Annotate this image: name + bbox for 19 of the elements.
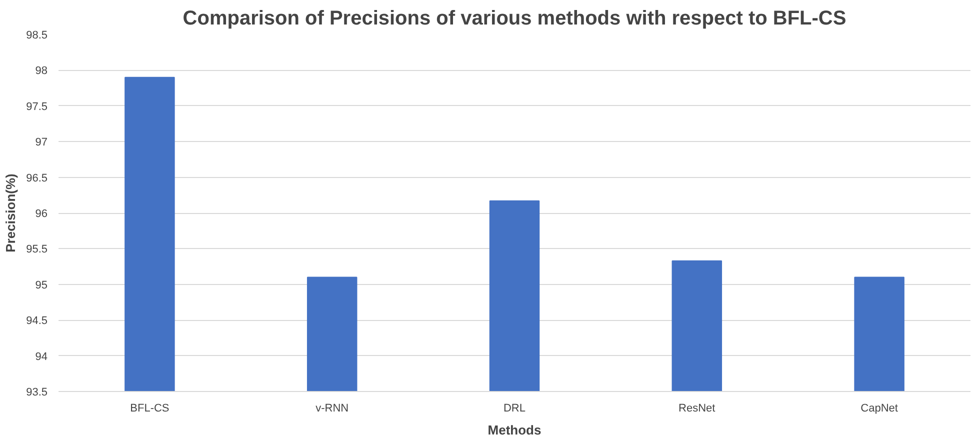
x-tick-label: BFL-CS xyxy=(130,402,170,414)
y-tick-label: 96.5 xyxy=(26,172,48,184)
y-tick-label: 94.5 xyxy=(26,315,48,328)
x-tick-label: CapNet xyxy=(860,402,898,414)
x-axis-title: Methods xyxy=(488,422,542,438)
x-tick-label: v-RNN xyxy=(316,402,349,414)
y-tick-label: 95 xyxy=(35,279,48,292)
y-tick-label: 97 xyxy=(35,136,48,149)
y-tick-label: 97.5 xyxy=(26,100,48,113)
y-tick-label: 98.5 xyxy=(26,30,48,42)
x-tick-label: DRL xyxy=(503,402,526,414)
y-tick-label: 93.5 xyxy=(26,386,48,398)
y-tick-label: 94 xyxy=(35,350,48,363)
x-tick-label: ResNet xyxy=(678,402,716,414)
y-axis-title: Precision(%) xyxy=(3,174,18,252)
chart-title: Comparison of Precisions of various methods with respect to BFL-CS xyxy=(182,8,846,30)
y-tick-label: 95.5 xyxy=(26,244,48,256)
y-tick-label: 96 xyxy=(35,208,48,220)
y-tick-label: 98 xyxy=(35,65,48,78)
